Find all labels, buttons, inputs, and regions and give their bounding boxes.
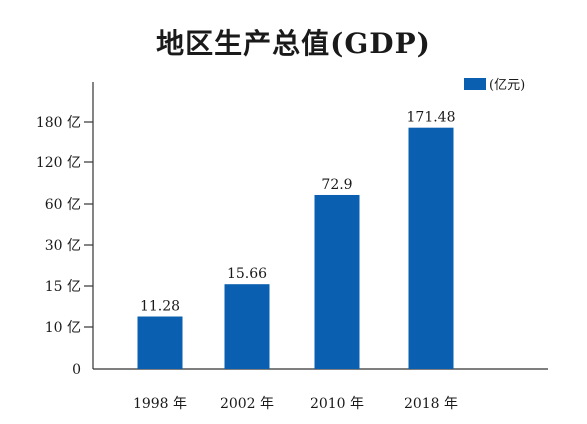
y-tick-label: 10 亿 (45, 320, 81, 336)
bar-value-label: 11.28 (140, 299, 180, 315)
bar (314, 194, 360, 369)
legend-swatch (464, 77, 486, 90)
y-tick-label: 60 亿 (45, 197, 81, 213)
y-tick-label: 30 亿 (45, 238, 81, 254)
bar (408, 127, 454, 370)
labels: 0 10 亿 15 亿 30 亿 60 亿 120 亿 180 亿 11.28 1998 年 15… (36, 110, 458, 412)
chart-title: 地区生产总值(GDP) (156, 27, 431, 60)
legend: (亿元) (464, 74, 525, 93)
x-tick-label: 1998 年 (133, 396, 187, 412)
y-tick-label: 120 亿 (36, 155, 81, 171)
bar-value-label: 15.66 (227, 266, 267, 282)
bars (137, 127, 454, 370)
y-tick-label: 180 亿 (36, 115, 81, 131)
y-tick-label: 0 (72, 362, 81, 378)
legend-label: (亿元) (489, 78, 526, 93)
x-tick-label: 2010 年 (310, 396, 364, 412)
x-tick-label: 2018 年 (404, 396, 458, 412)
bar (224, 284, 270, 369)
x-tick-label: 2002 年 (220, 396, 274, 412)
bar (137, 316, 183, 369)
bar-value-label: 171.48 (407, 110, 456, 126)
y-tick-label: 15 亿 (45, 279, 81, 295)
bar-value-label: 72.9 (321, 177, 352, 193)
